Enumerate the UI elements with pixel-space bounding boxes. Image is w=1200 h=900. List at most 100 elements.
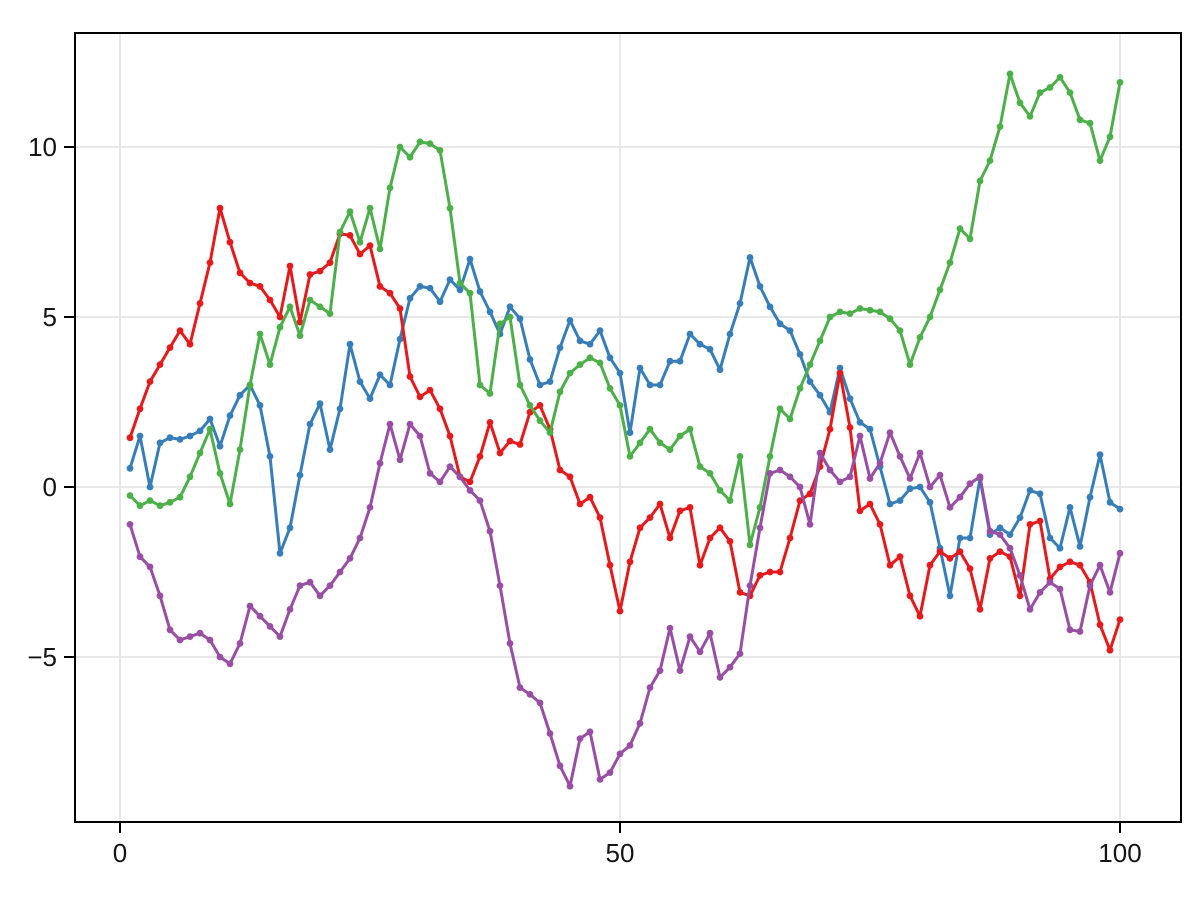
series-4-purple-marker xyxy=(826,466,834,474)
series-3-green-marker xyxy=(396,143,404,151)
series-4-purple-marker xyxy=(616,750,624,758)
series-2-red-marker xyxy=(1096,621,1104,629)
series-3-green-marker xyxy=(506,313,514,321)
series-4-purple-marker xyxy=(536,699,544,707)
series-2-red-marker xyxy=(206,259,214,266)
series-3-green-marker xyxy=(706,470,714,477)
series-2-red-marker xyxy=(896,553,904,561)
series-2-red-marker xyxy=(716,524,724,532)
series-4-purple-marker xyxy=(306,578,314,586)
series-3-green-marker xyxy=(326,310,334,317)
series-2-red-marker xyxy=(856,507,864,515)
series-3-green-marker xyxy=(996,123,1004,130)
series-2-red-marker xyxy=(986,555,994,562)
series-4-purple-marker xyxy=(216,653,224,661)
series-2-red-marker xyxy=(656,500,664,508)
series-2-red-marker xyxy=(1076,561,1084,569)
series-3-green-marker xyxy=(596,359,604,367)
series-4-purple-marker xyxy=(906,475,914,482)
series-2-red-marker xyxy=(846,424,854,431)
series-3-green-marker xyxy=(566,369,574,377)
series-4-purple-marker xyxy=(1056,585,1064,593)
series-1-blue-marker xyxy=(576,337,584,345)
series-3-green-marker xyxy=(786,415,794,423)
series-1-blue-marker xyxy=(896,497,904,504)
series-1-blue-marker xyxy=(756,283,764,290)
series-4-purple-marker xyxy=(806,521,814,528)
series-1-blue-marker xyxy=(706,345,714,353)
series-1-blue-marker xyxy=(516,315,524,323)
series-3-green-marker xyxy=(776,405,784,413)
series-4-purple-marker xyxy=(1076,628,1084,635)
series-3-green-marker xyxy=(606,385,614,392)
series-4-purple-marker xyxy=(1116,549,1124,557)
series-1-blue-marker xyxy=(766,303,774,311)
series-3-green-marker xyxy=(766,453,774,460)
series-3-green-marker xyxy=(956,225,964,233)
series-4-purple-marker xyxy=(566,782,574,790)
series-1-blue-marker xyxy=(176,436,184,443)
series-4-purple-marker xyxy=(456,473,464,481)
series-3-green-marker xyxy=(196,449,204,457)
series-4-purple-marker xyxy=(356,534,364,542)
series-3-green-marker xyxy=(266,361,274,368)
series-2-red-marker xyxy=(1056,563,1064,571)
series-2-red-marker xyxy=(1036,517,1044,525)
series-2-red-marker xyxy=(256,283,264,290)
series-4-purple-marker xyxy=(126,521,134,528)
series-4-purple-marker xyxy=(986,527,994,535)
series-2-red-marker xyxy=(1066,558,1074,566)
series-3-green-marker xyxy=(156,502,164,510)
series-2-red-marker xyxy=(436,405,444,413)
series-1-blue-marker xyxy=(676,357,684,365)
series-4-purple-marker xyxy=(626,742,634,749)
series-1-blue-marker xyxy=(556,344,564,351)
series-1-blue-marker xyxy=(316,400,324,408)
series-4-purple-marker xyxy=(516,684,524,691)
series-1-blue-marker xyxy=(656,381,664,389)
series-3-green-marker xyxy=(306,296,314,304)
series-4-purple-marker xyxy=(166,626,174,634)
series-1-blue-marker xyxy=(886,500,894,508)
series-1-blue-marker xyxy=(1076,543,1084,550)
series-3-green-marker xyxy=(1046,84,1054,91)
series-4-purple-marker xyxy=(396,456,404,464)
series-4-purple-marker xyxy=(386,420,394,428)
series-4-purple-marker xyxy=(866,475,874,482)
series-3-green-marker xyxy=(896,327,904,334)
series-3-green-marker xyxy=(436,147,444,154)
series-4-purple-marker xyxy=(856,432,864,440)
series-3-green-marker xyxy=(1076,116,1084,124)
series-3-green-marker xyxy=(886,315,894,323)
series-3-green-marker xyxy=(516,381,524,389)
series-2-red-marker xyxy=(696,561,704,569)
series-1-blue-marker xyxy=(816,391,824,399)
series-1-blue-marker xyxy=(326,446,334,453)
series-4-purple-marker xyxy=(596,776,604,783)
series-2-red-marker xyxy=(1116,616,1124,623)
series-2-red-marker xyxy=(356,250,364,258)
series-2-red-marker xyxy=(736,589,744,596)
series-4-purple-marker xyxy=(766,470,774,477)
series-3-green-marker xyxy=(906,361,914,368)
series-2-red-marker xyxy=(126,434,134,442)
series-1-blue-marker xyxy=(416,283,424,290)
series-1-blue-marker xyxy=(386,381,394,389)
series-3-green-marker xyxy=(686,425,694,433)
series-2-red-marker xyxy=(876,521,884,528)
series-3-green-marker xyxy=(286,303,294,311)
series-3-green-marker xyxy=(426,140,434,148)
series-1-blue-marker xyxy=(296,471,304,479)
series-4-purple xyxy=(126,420,1124,790)
series-3-green-marker xyxy=(746,541,754,549)
series-2-red-marker xyxy=(266,296,274,304)
series-2-red-marker xyxy=(366,242,374,250)
series-3-green-marker xyxy=(136,502,144,510)
series-4-purple-marker xyxy=(136,553,144,561)
series-3-green-marker xyxy=(826,313,834,321)
series-4-purple-marker xyxy=(316,592,324,600)
series-3-green-marker xyxy=(236,446,244,453)
series-4-purple-marker xyxy=(696,648,704,656)
